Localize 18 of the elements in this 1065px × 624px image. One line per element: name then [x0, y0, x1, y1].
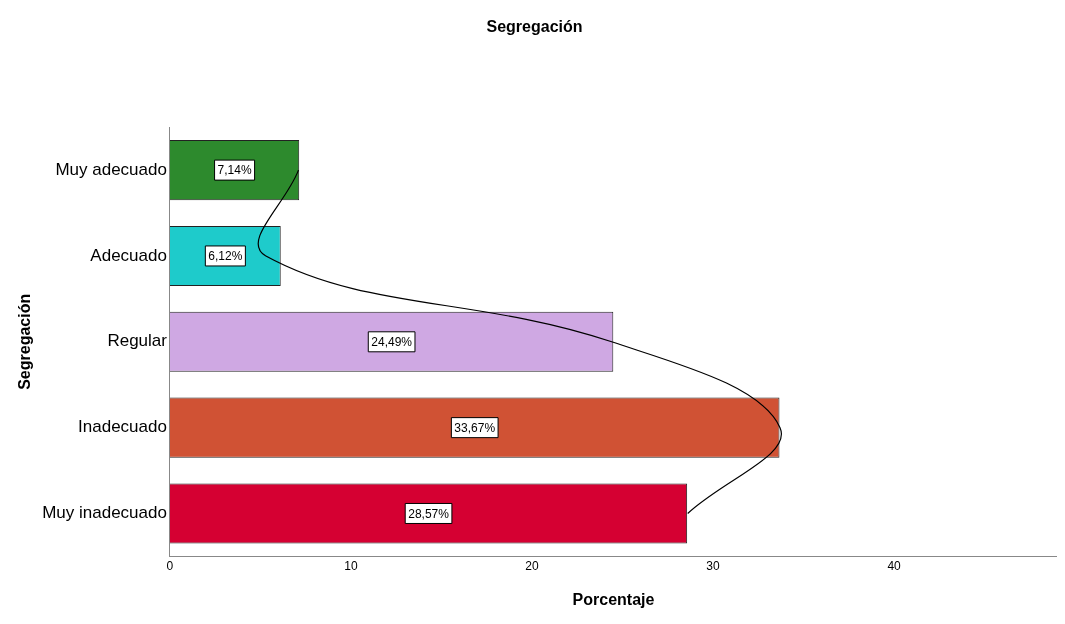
- y-tick-label: Regular: [107, 331, 168, 351]
- x-tick-label: 20: [525, 558, 540, 573]
- data-label: 28,57%: [408, 506, 450, 521]
- data-label: 7,14%: [217, 163, 252, 178]
- y-tick-label: Inadecuado: [78, 417, 167, 437]
- data-label: 24,49%: [371, 335, 413, 350]
- y-tick-label: Adecuado: [90, 245, 167, 265]
- y-tick-label: Muy inadecuado: [42, 503, 167, 523]
- x-tick-label: 30: [706, 558, 721, 573]
- data-label: 33,67%: [454, 420, 496, 435]
- y-tick-label: Muy adecuado: [55, 159, 167, 179]
- data-label: 6,12%: [208, 249, 243, 264]
- chart-title: Segregación: [486, 18, 583, 36]
- x-axis-title: Porcentaje: [572, 590, 655, 608]
- x-tick-label: 10: [344, 558, 358, 573]
- y-axis-title: Segregación: [16, 293, 34, 390]
- x-tick-label: 40: [887, 558, 902, 573]
- x-tick-label: 0: [166, 558, 174, 573]
